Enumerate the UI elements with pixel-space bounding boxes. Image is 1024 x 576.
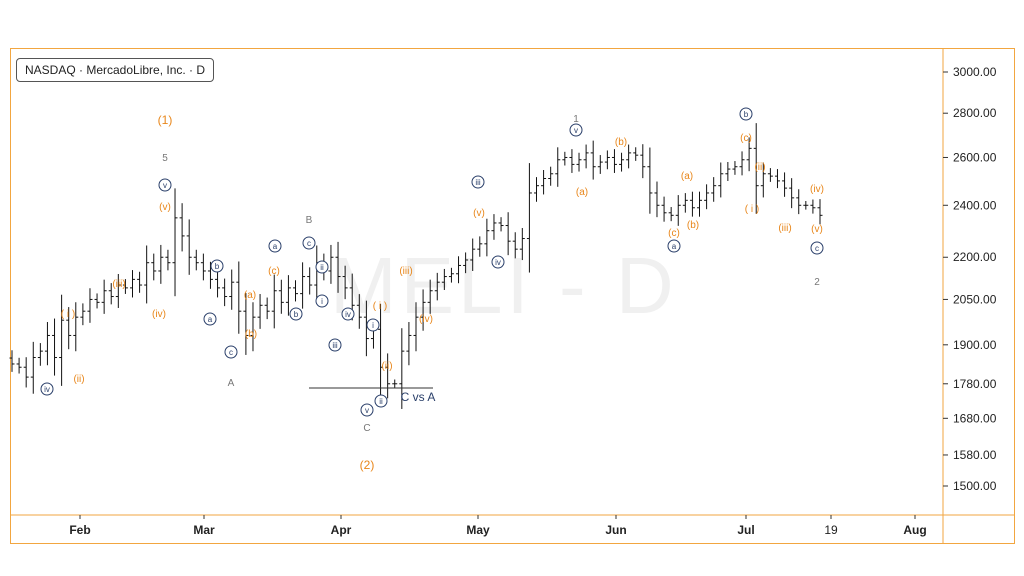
price-tick-label: 2800.00 bbox=[953, 106, 997, 120]
wave-label-circle bbox=[302, 236, 316, 250]
wave-label: (c) bbox=[740, 133, 752, 144]
price-tick-label: 2200.00 bbox=[953, 250, 997, 264]
time-tick-label: Aug bbox=[903, 523, 926, 537]
wave-label: v bbox=[574, 126, 578, 135]
wave-label: iv bbox=[44, 385, 50, 394]
price-tick-label: 2400.00 bbox=[953, 198, 997, 212]
wave-label: a bbox=[672, 242, 677, 251]
wave-label: b bbox=[294, 310, 299, 319]
wave-label: (b) bbox=[615, 137, 627, 148]
wave-label-circle bbox=[471, 175, 485, 189]
wave-label-circle bbox=[374, 394, 388, 408]
wave-label: A bbox=[228, 378, 235, 389]
wave-label-circle bbox=[158, 178, 172, 192]
wave-label: (c) bbox=[668, 228, 680, 239]
wave-label: c bbox=[815, 244, 819, 253]
wave-label: B bbox=[306, 215, 313, 226]
wave-label-circle bbox=[341, 307, 355, 321]
wave-label: i bbox=[321, 297, 323, 306]
wave-label-circle bbox=[569, 123, 583, 137]
wave-label: (v) bbox=[473, 208, 485, 219]
wave-label: (a) bbox=[576, 187, 588, 198]
price-tick-label: 2600.00 bbox=[953, 150, 997, 164]
wave-label-circle bbox=[366, 318, 380, 332]
wave-label: C vs A bbox=[401, 390, 436, 404]
wave-label-circle bbox=[360, 403, 374, 417]
wave-label: (2) bbox=[360, 458, 375, 472]
wave-label-circle bbox=[40, 382, 54, 396]
wave-label: (ii) bbox=[754, 162, 765, 173]
wave-label: (iv) bbox=[419, 314, 433, 325]
wave-label-circle bbox=[491, 255, 505, 269]
wave-label: b bbox=[744, 110, 749, 119]
wave-label: (ii) bbox=[73, 374, 84, 385]
wave-label: v bbox=[365, 406, 369, 415]
wave-label: (c) bbox=[268, 266, 280, 277]
wave-label-circle bbox=[268, 239, 282, 253]
time-tick-label: Feb bbox=[69, 523, 90, 537]
wave-label: c bbox=[307, 239, 311, 248]
wave-label-circle bbox=[315, 260, 329, 274]
wave-label-circle bbox=[210, 259, 224, 273]
price-tick-label: 3000.00 bbox=[953, 65, 997, 79]
wave-label-circle bbox=[224, 345, 238, 359]
wave-label: ( i ) bbox=[373, 301, 387, 312]
wave-label-circle bbox=[289, 307, 303, 321]
price-tick-label: 1780.00 bbox=[953, 377, 997, 391]
time-tick-label: May bbox=[466, 523, 490, 537]
time-tick-label: Jul bbox=[737, 523, 754, 537]
wave-label-circle bbox=[328, 338, 342, 352]
wave-label: (a) bbox=[681, 171, 693, 182]
wave-label: C bbox=[363, 423, 370, 434]
price-tick-label: 2050.00 bbox=[953, 292, 997, 306]
time-tick-label: Mar bbox=[193, 523, 215, 537]
wave-label-circle bbox=[667, 239, 681, 253]
wave-label: (ii) bbox=[381, 361, 392, 372]
wave-label: (iii) bbox=[399, 266, 412, 277]
wave-label: (b) bbox=[687, 220, 699, 231]
chart-frame bbox=[10, 48, 1015, 544]
wave-label: (iii) bbox=[778, 223, 791, 234]
wave-label: ii bbox=[320, 263, 324, 272]
wave-label: ( i ) bbox=[61, 309, 75, 320]
time-tick-label: Apr bbox=[331, 523, 352, 537]
wave-label: (a) bbox=[244, 290, 256, 301]
wave-label-circle bbox=[739, 107, 753, 121]
wave-label: v bbox=[163, 181, 167, 190]
symbol-watermark: MELI - D bbox=[330, 241, 678, 330]
wave-label-circle bbox=[315, 294, 329, 308]
wave-label-circle bbox=[810, 241, 824, 255]
wave-label: a bbox=[273, 242, 278, 251]
wave-label: (b) bbox=[245, 329, 257, 340]
wave-label: iv bbox=[495, 258, 501, 267]
wave-label: ( i ) bbox=[745, 204, 759, 215]
wave-label: c bbox=[229, 348, 233, 357]
time-tick-label: Jun bbox=[605, 523, 626, 537]
wave-label: 5 bbox=[162, 153, 168, 164]
symbol-legend[interactable]: NASDAQ · MercadoLibre, Inc. · D bbox=[16, 58, 215, 82]
price-tick-label: 1500.00 bbox=[953, 479, 997, 493]
wave-label: b bbox=[215, 262, 220, 271]
wave-label: iii bbox=[475, 178, 481, 187]
wave-label: (v) bbox=[159, 202, 171, 213]
wave-label: 1 bbox=[573, 114, 579, 125]
wave-label: ii bbox=[379, 397, 383, 406]
wave-label: i bbox=[372, 321, 374, 330]
wave-label: iv bbox=[345, 310, 351, 319]
wave-label: (v) bbox=[811, 224, 823, 235]
wave-label: iii bbox=[332, 341, 338, 350]
wave-label: (iv) bbox=[810, 184, 824, 195]
wave-label: (iii) bbox=[112, 279, 125, 290]
wave-label: 2 bbox=[814, 277, 820, 288]
wave-label: a bbox=[208, 315, 213, 324]
price-tick-label: 1680.00 bbox=[953, 411, 997, 425]
wave-label-circle bbox=[203, 312, 217, 326]
time-tick-label: 19 bbox=[824, 523, 838, 537]
wave-label: (1) bbox=[158, 113, 173, 127]
price-tick-label: 1580.00 bbox=[953, 448, 997, 462]
wave-label: (iv) bbox=[152, 309, 166, 320]
price-tick-label: 1900.00 bbox=[953, 338, 997, 352]
